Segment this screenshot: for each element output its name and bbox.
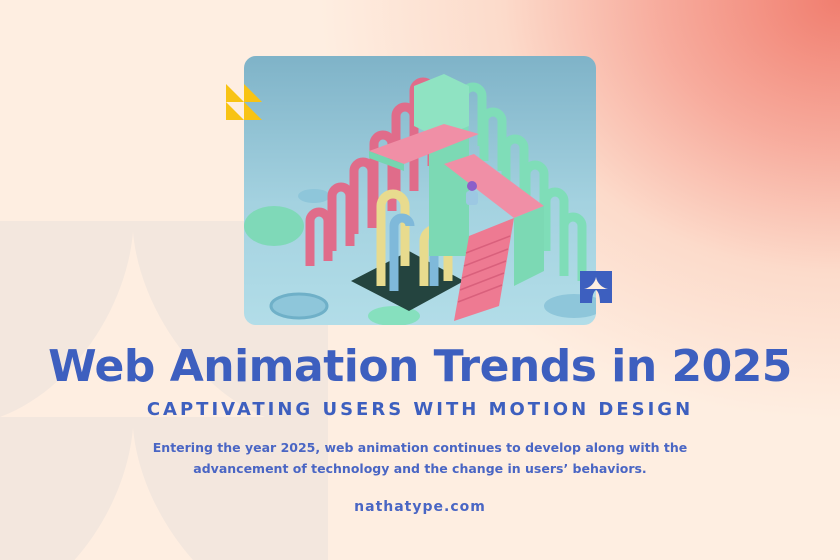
hero-image bbox=[244, 56, 596, 325]
page-subtitle: CAPTIVATING USERS WITH MOTION DESIGN bbox=[146, 399, 694, 420]
page-title: Web Animation Trends in 2025 bbox=[48, 341, 792, 392]
description-line-1: Entering the year 2025, web animation co… bbox=[152, 440, 688, 455]
description-line-2: advancement of technology and the change… bbox=[193, 461, 647, 476]
blue-arch-logo-icon bbox=[580, 271, 612, 303]
description: Entering the year 2025, web animation co… bbox=[0, 437, 840, 479]
website-url: nathatype.com bbox=[354, 499, 486, 515]
yellow-triangles-icon bbox=[226, 84, 262, 120]
